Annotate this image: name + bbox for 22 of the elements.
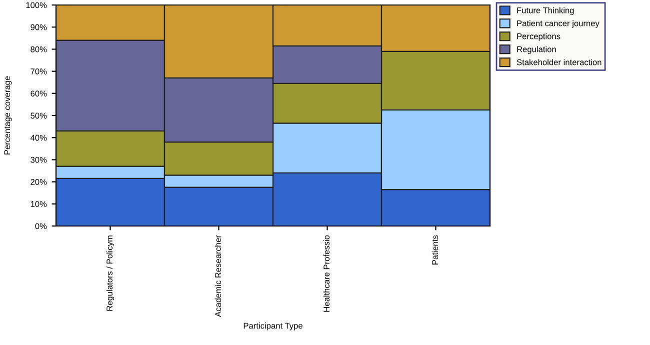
legend-label: Regulation [517,46,556,54]
y-tick-label: 30% [30,156,47,163]
legend-label: Perceptions [517,33,560,41]
y-tick-label: 10% [30,201,47,207]
y-tick-label: 100% [26,2,47,8]
x-tick-label: Regulators / Policym [106,236,114,311]
y-tick-label: 60% [30,90,47,96]
x-axis-title: Participant Type [244,322,302,330]
y-tick-label: 70% [30,68,47,74]
x-tick-label: Academic Researcher [214,235,221,317]
legend-label: Future Thinking [517,7,574,15]
y-tick-label: 90% [30,24,47,30]
y-tick-label: 40% [30,134,47,141]
y-tick-label: 20% [30,179,47,185]
x-tick-label: Healthcare Professio [323,235,330,312]
y-tick-label: 80% [30,46,47,52]
y-axis-title: Percentage coverage [4,76,12,154]
legend-label: Patient cancer journey [517,20,600,28]
x-tick-label: Patients [432,235,438,264]
y-tick-label: 50% [30,112,47,119]
legend-label: Stakeholder interaction [516,59,602,66]
y-tick-label: 0% [35,223,47,230]
